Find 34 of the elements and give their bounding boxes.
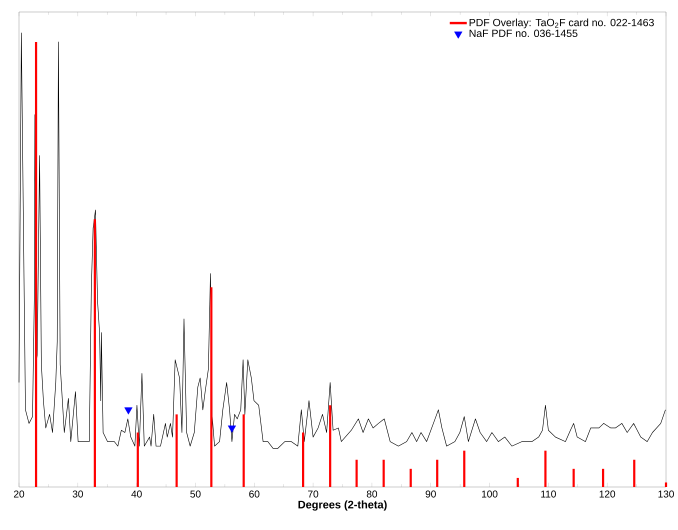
bar [382, 460, 385, 487]
bar [602, 468, 604, 487]
bar [210, 287, 212, 487]
x-tick-label: 130 [658, 490, 674, 498]
bar [136, 432, 139, 487]
x-tick-label: 50 [190, 490, 201, 498]
x-tick-label: 100 [482, 490, 498, 498]
bar [34, 42, 38, 487]
bar [436, 460, 438, 487]
x-tick-label: 120 [600, 490, 616, 498]
bar [463, 450, 466, 487]
x-tick-label: 20 [14, 490, 24, 498]
bar [633, 460, 636, 487]
x-tick-label: 30 [72, 490, 83, 498]
legend-label: NaF PDF no. 036-1455 [470, 30, 578, 38]
bar [329, 405, 332, 487]
bar [302, 432, 304, 487]
bar [356, 460, 358, 487]
bar [242, 414, 245, 487]
x-tick-label: 70 [308, 490, 318, 498]
x-axis-title: Degrees (2-theta) [298, 500, 387, 511]
x-tick-label: 40 [131, 490, 142, 498]
x-tick-label: 110 [541, 490, 556, 498]
bar [94, 219, 96, 487]
bar [572, 468, 575, 487]
bar [410, 468, 412, 487]
x-tick-label: 80 [366, 490, 378, 498]
bar [544, 450, 547, 487]
bar [516, 478, 519, 487]
legend-label: PDF Overlay: TaO$_{2}$F card no. 022-1463 [470, 18, 654, 28]
bar [176, 414, 178, 487]
x-tick-label: 60 [249, 490, 260, 498]
x-tick-label: 90 [426, 490, 436, 498]
bar [664, 482, 668, 487]
